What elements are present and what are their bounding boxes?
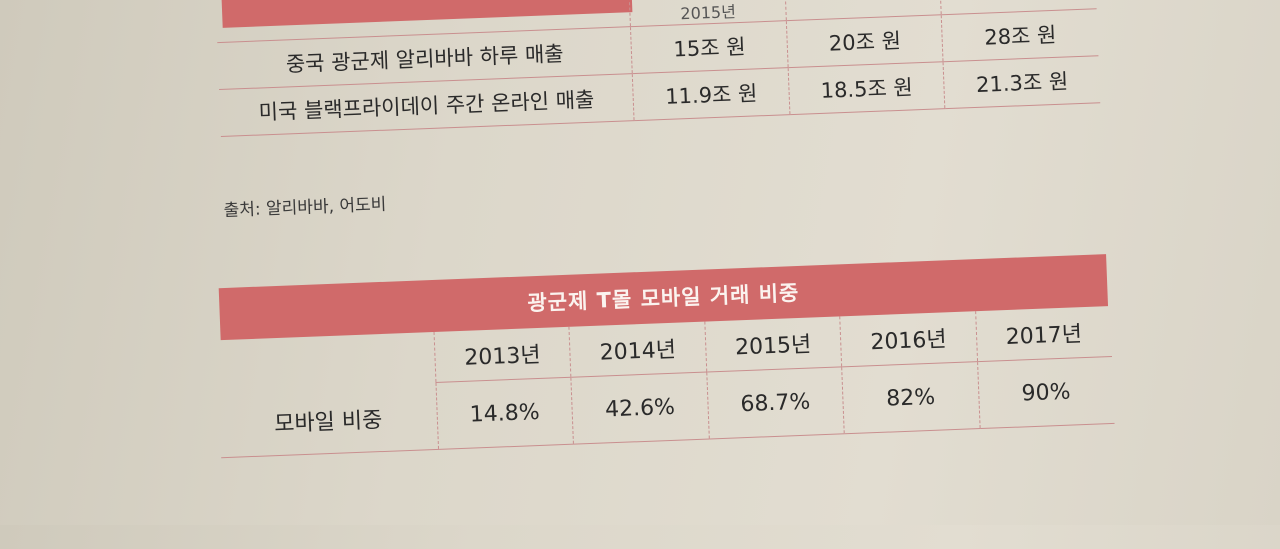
header-year-cell: 2013년 (433, 326, 572, 383)
source-note: 출처: 알리바바, 어도비 (223, 194, 387, 221)
table-cell: 20조 원 (786, 14, 944, 68)
table-cell: 28조 원 (941, 8, 1099, 62)
table-cell: 68.7% (706, 366, 845, 439)
header-year-cell: 2017년 (975, 305, 1112, 362)
table-cell: 18.5조 원 (788, 61, 946, 115)
table-title: 광군제 T몰 모바일 거래 비중 (526, 280, 800, 316)
header-empty-cell (217, 332, 436, 391)
table-cell: 90% (977, 356, 1115, 429)
table-cell: 82% (841, 361, 980, 434)
table-cell: 42.6% (571, 372, 709, 445)
header-year-cell: 2014년 (569, 321, 707, 378)
table-cell: 14.8% (435, 377, 574, 450)
table-cell: 15조 원 (630, 20, 789, 74)
header-year-cell: 2015년 (704, 316, 842, 373)
table-cell: 21.3조 원 (943, 55, 1101, 109)
row-label: 모바일 비중 (218, 382, 439, 458)
header-year-cell: 2016년 (839, 311, 978, 367)
sales-comparison-table: 2015년 중국 광군제 알리바바 하루 매출 15조 원 20조 원 28조 … (216, 0, 1101, 137)
table-cell: 11.9조 원 (632, 67, 790, 121)
